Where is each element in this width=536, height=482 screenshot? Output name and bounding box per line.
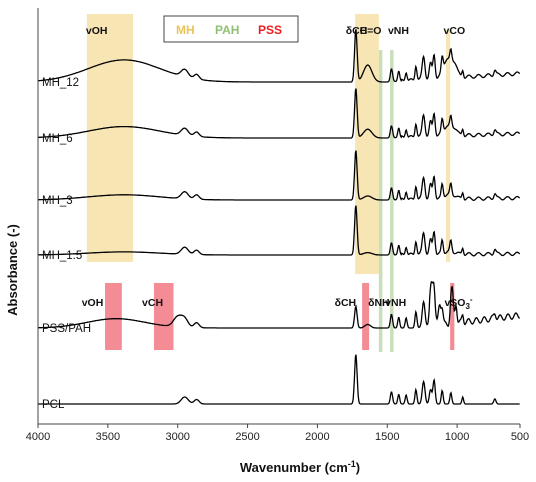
x-tick-label: 2000 [305,431,329,443]
peak-label: δCH [335,297,357,309]
x-tick-label: 4000 [26,431,50,443]
band-mh-2 [445,30,451,262]
x-tick-label: 3000 [165,431,189,443]
series-mh-12: MH_12 [37,29,521,89]
x-axis-title-sup: -1 [348,459,356,469]
peak-label: vCO [444,25,466,37]
series-pcl: PCL [38,354,520,411]
band-pss-6 [153,283,174,350]
peak-label: C=O [360,25,382,37]
legend: MH PAH PSS [163,15,299,43]
series-mh-6: MH_6 [37,88,521,145]
spectra-series: MH_12 MH_6 MH_3 MH_1.5 PSS/PAH PCL [37,29,521,411]
x-axis-title: Wavenumber (cm-1) [240,459,360,475]
series-line [37,88,521,139]
peak-label: vNH [385,297,406,309]
series-line [38,280,521,329]
series-label: MH_12 [42,77,79,89]
peak-label: δCH [346,25,368,37]
series-line [37,29,521,83]
band-pah-4 [390,50,394,352]
series-line [38,354,520,405]
y-axis-title: Absorbance (-) [5,224,20,316]
x-tick-label: 3500 [96,431,120,443]
band-pss-5 [105,283,122,350]
legend-box [163,15,299,43]
peak-label: vOH [82,297,104,309]
series-label: MH_3 [42,195,73,207]
series-line [38,205,521,257]
x-tick-label: 500 [511,431,529,443]
series-label: MH_6 [42,133,73,145]
x-axis-title-end: ) [356,460,360,475]
peak-label: vOH [86,25,108,37]
series-label: PCL [42,399,65,411]
series-pss-pah: PSS/PAH [38,280,521,335]
band-pss-7 [362,283,370,350]
peak-label: vCH [142,297,163,309]
series-mh-3: MH_3 [38,150,521,207]
band-pah-3 [378,50,383,352]
band-mh-0 [86,14,134,262]
x-tick-label: 2500 [235,431,259,443]
legend-item-pah: PAH [215,23,239,37]
x-tick-label: 1500 [375,431,399,443]
peak-label: δNH [368,297,390,309]
series-label: PSS/PAH [42,323,91,335]
series-label: MH_1.5 [42,250,82,262]
band-mh-1 [355,14,379,274]
highlight-bands [86,14,455,352]
peak-label: vNH [388,25,409,37]
axes: 4000 3500 3000 2500 2000 1500 1000 500 [26,8,529,443]
legend-item-pss: PSS [258,23,282,37]
x-tick-label: 1000 [445,431,469,443]
band-pss-8 [450,283,455,350]
x-axis-title-main: Wavenumber (cm [240,460,348,475]
legend-item-mh: MH [176,23,195,37]
series-mh-1-5: MH_1.5 [38,205,521,262]
peak-label: vSO3- [444,295,472,311]
series-line [38,150,521,201]
